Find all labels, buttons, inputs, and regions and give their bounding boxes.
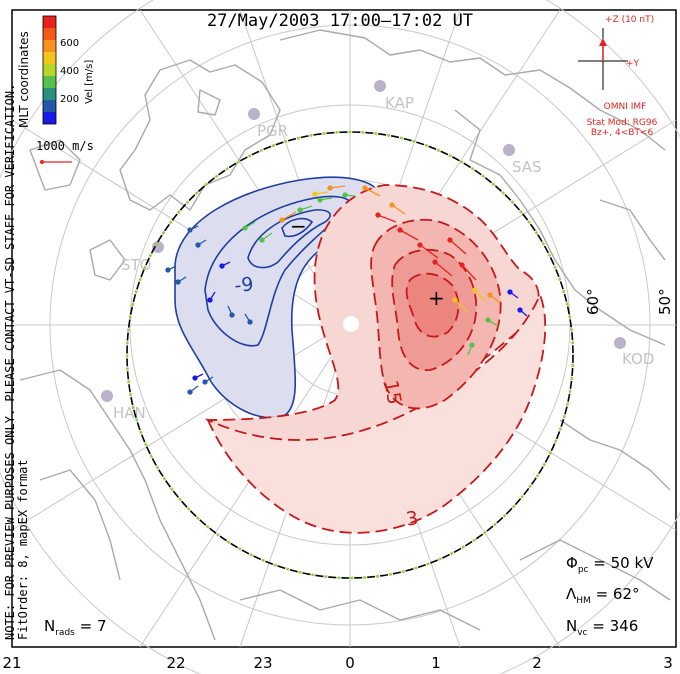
svg-text:Nrads = 7: Nrads = 7	[44, 617, 107, 638]
radar-kap-marker	[374, 80, 386, 92]
colorbar-segment	[43, 76, 56, 88]
svg-text:ΛHM = 62°: ΛHM = 62°	[566, 585, 640, 606]
imf-stat-mod: Stat Mod: RG96	[587, 118, 658, 128]
colorbar-segment	[43, 88, 56, 100]
radar-han-marker	[101, 390, 113, 402]
svg-text:Nvc = 346: Nvc = 346	[566, 617, 638, 638]
mlt-label-1: 1	[431, 654, 441, 672]
colorbar-segment	[43, 52, 56, 64]
stat-lambda-hm: ΛHM = 62°	[566, 585, 640, 606]
imf-condition: Bz+, 4<BT<6	[591, 128, 654, 138]
colorbar-segment	[43, 64, 56, 76]
radar-label-kod: KOD	[622, 350, 654, 368]
positive-potential-cell	[204, 184, 547, 534]
radar-label-kap: KAP	[385, 94, 414, 112]
potential-max-marker: +	[428, 286, 445, 310]
radar-sites	[101, 80, 626, 402]
imf-z-label: +Z (10 nT)	[605, 15, 654, 25]
lat-label-60: 60°	[584, 288, 602, 315]
radar-label-pgr: PGR	[257, 122, 288, 140]
colorbar-segment	[43, 40, 56, 52]
radar-sto-marker	[152, 241, 164, 253]
colorbar-segment	[43, 28, 56, 40]
colorbar-tick-400: 400	[60, 66, 79, 77]
lat-label-50: 50°	[656, 288, 674, 315]
colorbar-segment	[43, 112, 56, 124]
potential-min-marker: −	[290, 214, 307, 238]
svg-text:Φpc = 50 kV: Φpc = 50 kV	[566, 554, 654, 575]
imf-dial	[578, 28, 628, 90]
colorbar-tick-200: 200	[60, 94, 79, 105]
contour-label-15: 15	[379, 379, 405, 407]
stat-phi-pc: Φpc = 50 kV	[566, 554, 654, 575]
radar-kod-marker	[614, 337, 626, 349]
colorbar	[42, 15, 57, 125]
mlt-label-2: 2	[532, 654, 542, 672]
colorbar-segment	[43, 100, 56, 112]
radar-sas-marker	[503, 144, 515, 156]
radar-label-sto: STO	[121, 256, 152, 274]
mlt-label-22: 22	[166, 654, 185, 672]
stat-n-rads: Nrads = 7	[44, 617, 107, 638]
radar-pgr-marker	[248, 108, 260, 120]
preview-note: NOTE: FOR PREVIEW PURPOSES ONLY. PLEASE …	[3, 84, 17, 640]
heppner-maynard-dots	[125, 130, 575, 580]
colorbar-tick-600: 600	[60, 38, 79, 49]
radar-label-han: HAN	[113, 404, 146, 422]
mlt-label-21: 21	[2, 654, 21, 672]
colorbar-unit: Vel [m/s]	[84, 60, 95, 104]
velocity-vectors	[165, 185, 528, 395]
imf-source: OMNI IMF	[604, 102, 647, 112]
scale-vector-label: 1000 m/s	[36, 139, 94, 153]
pole-marker	[343, 316, 359, 332]
imf-y-label: +Y	[626, 59, 640, 69]
contour-label-3: 3	[405, 507, 420, 530]
fit-order: FitOrder: 8, mapEX format	[16, 459, 30, 640]
map-title: 27/May/2003 17:00–17:02 UT	[207, 11, 473, 31]
radar-label-sas: SAS	[512, 158, 542, 176]
mlt-label-23: 23	[253, 654, 272, 672]
stat-n-vc: Nvc = 346	[566, 617, 638, 638]
mlt-label-3: 3	[663, 654, 673, 672]
scale-vector-dot	[40, 160, 44, 164]
radar-labels: KAP SAS PGR STO HAN KOD	[113, 94, 654, 422]
mlt-label-0: 0	[345, 654, 355, 672]
contour-label-neg: -9	[234, 273, 255, 297]
coords-label: MLT coordinates	[17, 31, 31, 128]
mlt-axis: 21 22 23 0 1 2 3	[2, 654, 672, 672]
colorbar-segment	[43, 16, 56, 28]
